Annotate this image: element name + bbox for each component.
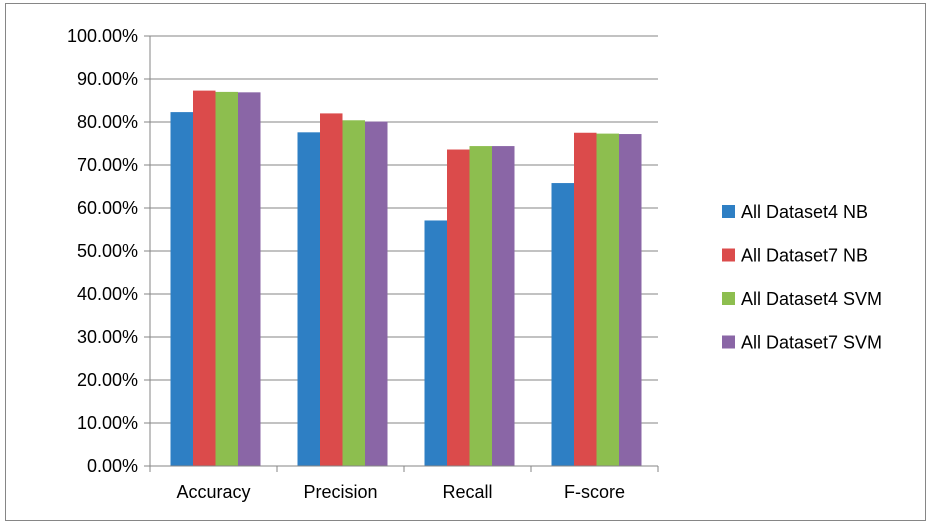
- bar-all-dataset7-svm-precision: [365, 121, 388, 466]
- bar-all-dataset7-nb-precision: [320, 113, 343, 467]
- legend-swatch: [722, 205, 735, 218]
- bar-all-dataset4-svm-precision: [342, 120, 365, 466]
- bar-all-dataset4-nb-f-score: [551, 183, 574, 466]
- x-axis-ticks: Accuracy Precision Recall F-score: [149, 466, 659, 502]
- legend: All Dataset4 NB All Dataset7 NB All Datase…: [722, 202, 882, 353]
- bar-all-dataset4-svm-f-score: [596, 133, 619, 467]
- bar-all-dataset7-svm-f-score: [619, 134, 642, 467]
- y-tick-label: 10.00%: [77, 413, 138, 433]
- x-tick-label: Precision: [303, 482, 377, 502]
- y-tick-label: 40.00%: [77, 284, 138, 304]
- y-tick-label: 70.00%: [77, 155, 138, 175]
- legend-label: All Dataset7 SVM: [741, 333, 882, 353]
- bar-all-dataset7-svm-recall: [492, 146, 515, 466]
- legend-label: All Dataset4 NB: [741, 202, 868, 222]
- x-tick-label: Recall: [442, 482, 492, 502]
- bar-all-dataset7-nb-recall: [447, 149, 470, 466]
- bar-all-dataset7-nb-accuracy: [193, 90, 216, 467]
- legend-label: All Dataset4 SVM: [741, 289, 882, 309]
- y-tick-label: 20.00%: [77, 370, 138, 390]
- legend-swatch: [722, 292, 735, 305]
- y-tick-label: 80.00%: [77, 112, 138, 132]
- y-tick-label: 90.00%: [77, 69, 138, 89]
- x-tick-label: Accuracy: [176, 482, 250, 502]
- bar-all-dataset4-nb-recall: [424, 220, 447, 466]
- legend-swatch: [722, 335, 735, 349]
- y-tick-label: 50.00%: [77, 241, 138, 261]
- y-tick-label: 30.00%: [77, 327, 138, 347]
- y-tick-label: 60.00%: [77, 198, 138, 218]
- bar-all-dataset4-nb-precision: [297, 132, 320, 466]
- legend-swatch: [722, 248, 735, 262]
- axes: [149, 36, 658, 467]
- bar-all-dataset4-svm-recall: [469, 146, 492, 466]
- legend-label: All Dataset7 NB: [741, 246, 868, 266]
- y-tick-label: 100.00%: [67, 26, 138, 46]
- bar-all-dataset7-svm-accuracy: [238, 92, 261, 466]
- x-tick-label: F-score: [564, 482, 625, 502]
- bar-all-dataset4-svm-accuracy: [215, 91, 238, 467]
- y-tick-label: 0.00%: [87, 456, 138, 476]
- bar-all-dataset4-nb-accuracy: [170, 112, 193, 467]
- bar-all-dataset7-nb-f-score: [574, 132, 597, 466]
- bars: [170, 90, 642, 467]
- y-axis-ticks: 0.00% 10.00% 20.00% 30.00% 40.00% 50.00% 60.00…: [67, 26, 150, 476]
